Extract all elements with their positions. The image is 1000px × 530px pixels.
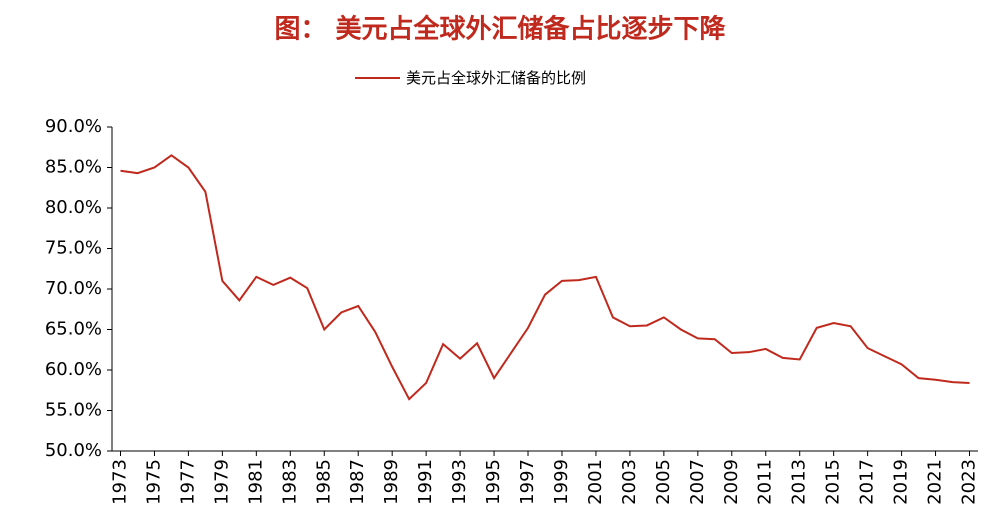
x-tick-label: 2009 xyxy=(721,459,742,505)
x-tick-label: 1997 xyxy=(517,459,538,505)
y-tick-label: 80.0% xyxy=(45,197,102,218)
x-tick-label: 1995 xyxy=(483,459,504,505)
legend-label: 美元占全球外汇储备的比例 xyxy=(406,69,586,87)
x-tick-label: 2007 xyxy=(687,459,708,505)
y-tick-label: 75.0% xyxy=(45,238,102,259)
x-tick-label: 2019 xyxy=(891,459,912,505)
x-tick-label: 2023 xyxy=(959,459,980,505)
x-tick-label: 1973 xyxy=(109,459,130,505)
x-tick-label: 1981 xyxy=(245,459,266,505)
x-tick-label: 1983 xyxy=(279,459,300,505)
x-tick-label: 1989 xyxy=(381,459,402,505)
x-tick-label: 1999 xyxy=(551,459,572,505)
x-tick-label: 1991 xyxy=(415,459,436,505)
x-tick-label: 1977 xyxy=(177,459,198,505)
x-tick-label: 2021 xyxy=(925,459,946,505)
x-tick-label: 1979 xyxy=(211,459,232,505)
y-tick-label: 70.0% xyxy=(45,278,102,299)
line xyxy=(120,154,970,401)
x-tick-label: 2011 xyxy=(755,459,776,505)
x-tick-label: 1987 xyxy=(347,459,368,505)
x-tick-label: 1975 xyxy=(143,459,164,505)
x-tick-label: 2017 xyxy=(857,459,878,505)
chart-title: 图： 美元占全球外汇储备占比逐步下降 xyxy=(274,14,726,45)
y-tick-label: 60.0% xyxy=(45,359,102,380)
x-tick-label: 1985 xyxy=(313,459,334,505)
x-tick-label: 1993 xyxy=(449,459,470,505)
y-tick-label: 85.0% xyxy=(45,157,102,178)
x-tick-label: 2003 xyxy=(619,459,640,505)
y-tick-label: 50.0% xyxy=(45,440,102,461)
x-tick-label: 2001 xyxy=(585,459,606,505)
x-tick-label: 2015 xyxy=(823,459,844,505)
y-tick-label: 90.0% xyxy=(45,116,102,137)
y-tick-label: 65.0% xyxy=(45,319,102,340)
x-tick-label: 2005 xyxy=(653,459,674,505)
y-tick-label: 55.0% xyxy=(45,400,102,421)
x-tick-label: 2013 xyxy=(789,459,810,505)
